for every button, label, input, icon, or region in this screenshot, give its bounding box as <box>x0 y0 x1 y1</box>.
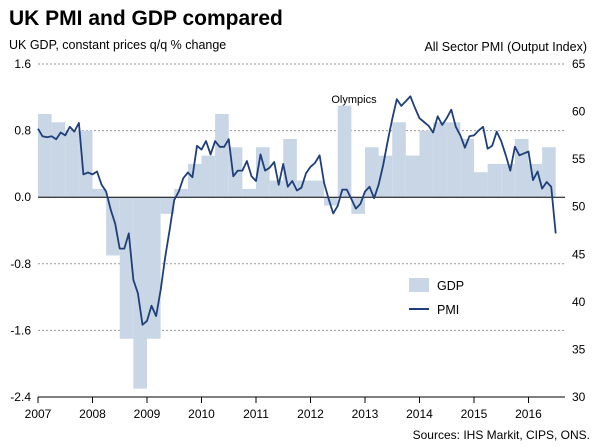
left-axis-tick-labels: 1.6 0.8 0.0 -0.8 -1.6 -2.4 <box>10 57 31 404</box>
gdp-bar <box>419 130 434 198</box>
right-tick-label: 40 <box>572 295 586 309</box>
right-tick-label: 50 <box>572 200 586 214</box>
gdp-bar <box>514 138 529 198</box>
chart-title: UK PMI and GDP compared <box>9 7 283 30</box>
gdp-bar <box>65 130 79 198</box>
gdp-bar <box>201 155 216 198</box>
gdp-bar <box>92 188 107 198</box>
olympics-annotation: Olympics <box>331 94 377 106</box>
gdp-bar <box>296 180 311 198</box>
gdp-bar <box>283 138 297 198</box>
gdp-bar <box>133 197 147 389</box>
gdp-bar <box>146 197 161 339</box>
gdp-bar <box>364 147 379 198</box>
gdp-bar <box>446 122 461 198</box>
gdp-bar <box>501 163 515 198</box>
right-tick-label: 55 <box>572 152 586 166</box>
x-tick-label: 2016 <box>515 407 542 421</box>
x-tick-label: 2011 <box>243 407 269 421</box>
gdp-bars <box>38 105 556 389</box>
gdp-bar <box>269 180 284 198</box>
gdp-bar <box>160 197 175 214</box>
legend-gdp-label: GDP <box>437 279 464 293</box>
right-axis-tick-labels: 65 60 55 50 45 40 35 30 <box>572 57 586 404</box>
gdp-bar <box>78 130 93 198</box>
gdp-bar <box>187 163 202 198</box>
gdp-bar <box>51 122 66 198</box>
gdp-bar <box>324 197 338 206</box>
x-axis-ticks <box>37 396 565 403</box>
right-axis-label: All Sector PMI (Output Index) <box>424 40 587 54</box>
gdp-bar <box>542 147 556 198</box>
gdp-bar <box>433 122 447 198</box>
gdp-bar <box>38 113 52 198</box>
right-tick-label: 60 <box>572 105 586 119</box>
legend-gdp-swatch <box>409 278 429 292</box>
left-tick-label: 0.0 <box>14 190 31 204</box>
x-tick-label: 2008 <box>79 407 106 421</box>
x-tick-label: 2014 <box>406 407 433 421</box>
right-tick-label: 30 <box>572 390 586 404</box>
x-tick-label: 2012 <box>297 407 324 421</box>
right-tick-label: 45 <box>572 247 586 261</box>
x-tick-label: 2013 <box>352 407 379 421</box>
right-tick-label: 35 <box>572 342 586 356</box>
left-tick-label: -2.4 <box>10 390 31 404</box>
gdp-bar <box>378 155 393 198</box>
left-tick-label: -0.8 <box>10 257 31 271</box>
gdp-bar <box>460 138 474 198</box>
gdp-bar <box>405 155 420 198</box>
gdp-bar <box>392 122 406 198</box>
x-tick-label: 2015 <box>461 407 488 421</box>
gdp-bar <box>487 163 502 198</box>
gdp-bar <box>310 180 325 198</box>
left-tick-label: -1.6 <box>10 323 31 337</box>
gdp-bar <box>106 197 120 256</box>
right-tick-label: 65 <box>572 57 586 71</box>
gdp-bar <box>215 113 229 198</box>
gdp-bar <box>119 197 134 339</box>
gdp-bar <box>337 105 352 198</box>
x-axis-tick-labels: 2007 2008 2009 2010 2011 2012 2013 2014 2015 2016 <box>25 407 543 421</box>
x-tick-label: 2010 <box>188 407 215 421</box>
left-axis-label: UK GDP, constant prices q/q % change <box>9 38 226 52</box>
left-tick-label: 0.8 <box>14 124 31 138</box>
left-tick-label: 1.6 <box>14 57 31 71</box>
gdp-bar <box>242 188 256 198</box>
gdp-bar <box>473 172 488 198</box>
pmi-line <box>37 95 557 326</box>
gdp-bar <box>174 188 188 198</box>
x-tick-label: 2007 <box>25 407 52 421</box>
x-tick-label: 2009 <box>134 407 161 421</box>
legend-pmi-label: PMI <box>437 303 459 317</box>
source-note: Sources: IHS Markit, CIPS, ONS. <box>413 428 590 442</box>
legend: GDP PMI <box>409 278 464 317</box>
